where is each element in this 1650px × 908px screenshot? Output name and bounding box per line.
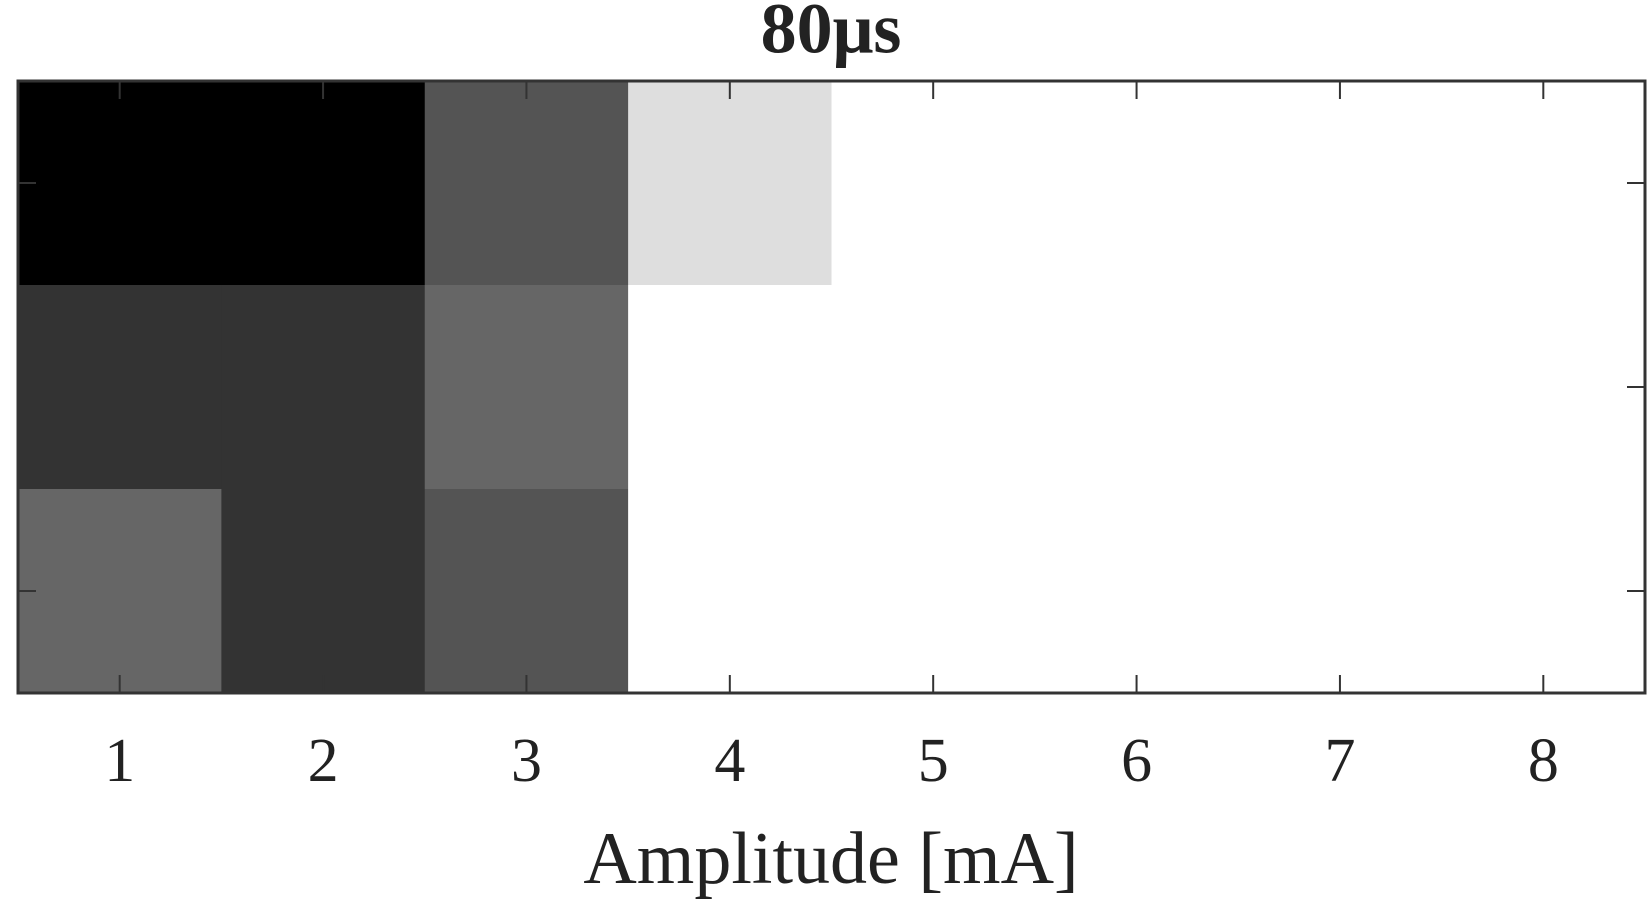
x-tick-label: 8: [1528, 727, 1559, 795]
plot-frame: [16, 79, 1647, 695]
heatmap-cell: [1238, 285, 1443, 490]
x-tick-label: 1: [104, 727, 135, 795]
heatmap-cell: [1238, 489, 1443, 694]
x-tick-label: 7: [1324, 727, 1355, 795]
x-tick-label: 4: [714, 727, 745, 795]
heatmap-cell: [221, 285, 426, 490]
heatmap-cell: [628, 489, 832, 694]
heatmap-cell: [1238, 81, 1443, 286]
heatmap-cell: [1034, 285, 1239, 490]
heatmap-cell: [18, 285, 222, 490]
heatmap-cell: [831, 489, 1036, 694]
heatmap-cell: [1441, 489, 1646, 694]
heatmap-cell: [831, 81, 1036, 286]
heatmap-cell: [831, 285, 1036, 490]
x-axis-label: Amplitude [mA]: [583, 818, 1078, 900]
heatmap-cell: [18, 489, 222, 694]
heatmap-cell: [1441, 81, 1646, 286]
heatmap-cell: [221, 81, 426, 286]
heatmap-cell: [221, 489, 426, 694]
heatmap-cell: [424, 489, 629, 694]
heatmap-cell: [1034, 81, 1239, 286]
heatmap-cell: [424, 285, 629, 490]
heatmap-cell: [1441, 285, 1646, 490]
x-tick-label: 2: [308, 727, 339, 795]
heatmap-cell: [628, 81, 832, 286]
x-tick-label: 3: [511, 727, 542, 795]
x-tick-label: 6: [1121, 727, 1152, 795]
heatmap-cell: [628, 285, 832, 490]
heatmap-cell: [1034, 489, 1239, 694]
heatmap-cell: [18, 81, 222, 286]
chart-title: 80μs: [761, 0, 902, 69]
x-tick-label: 5: [918, 727, 949, 795]
heatmap-cell: [424, 81, 629, 286]
